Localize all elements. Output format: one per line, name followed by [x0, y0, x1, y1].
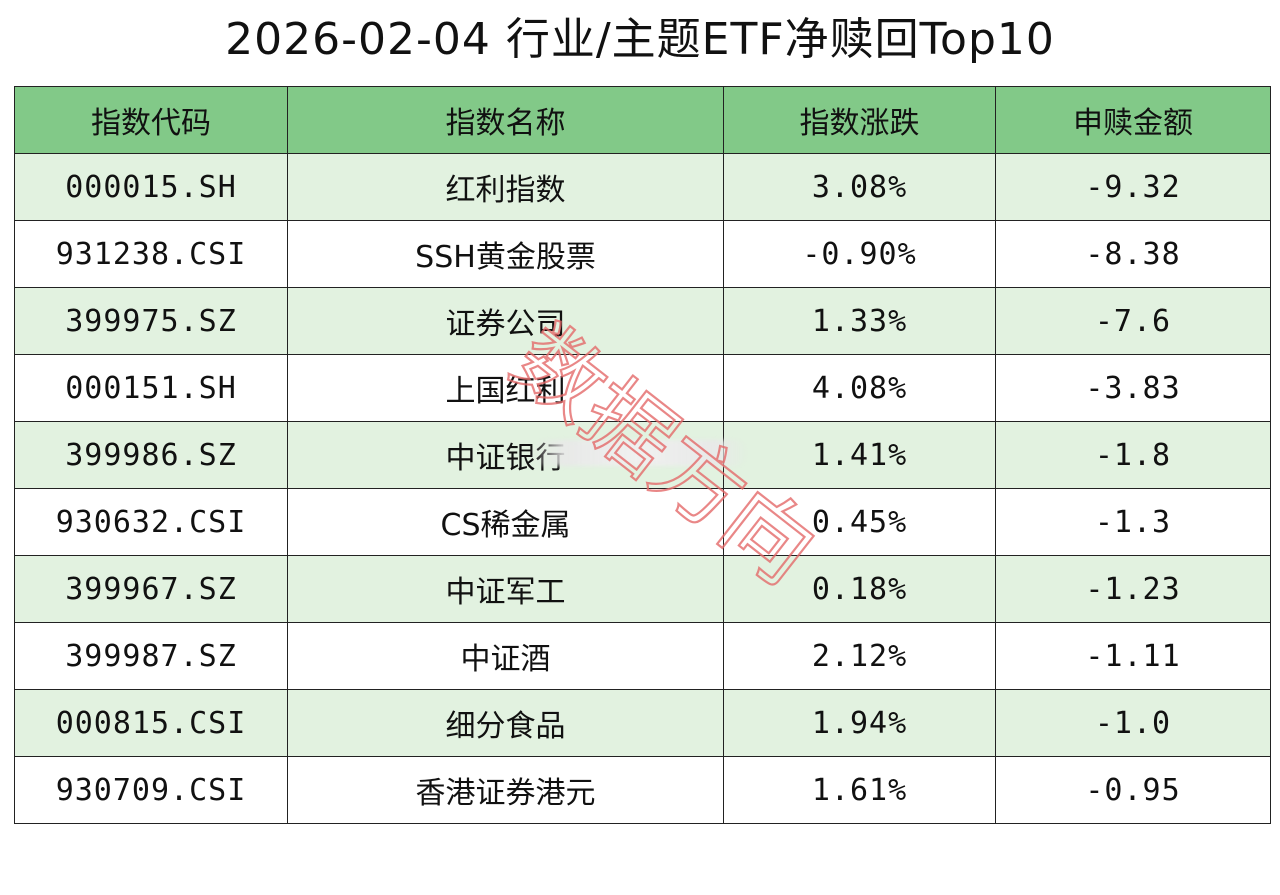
table-row: 000015.SH 红利指数 3.08% -9.32: [14, 153, 1271, 221]
cell-index-name: CS稀金属: [287, 488, 724, 556]
cell-redemption-amount: -7.6: [995, 287, 1271, 355]
cell-redemption-amount: -1.11: [995, 622, 1271, 690]
cell-redemption-amount: -8.38: [995, 220, 1271, 288]
cell-index-change: 0.45%: [723, 488, 996, 556]
chart-title: 2026-02-04 行业/主题ETF净赎回Top10: [225, 14, 1055, 65]
cell-index-code: 399967.SZ: [14, 555, 288, 623]
table-header-row: 指数代码 指数名称 指数涨跌 申赎金额: [14, 86, 1271, 154]
table-row: 931238.CSI SSH黄金股票 -0.90% -8.38: [14, 220, 1271, 288]
cell-index-change: 4.08%: [723, 354, 996, 422]
cell-index-name: 细分食品: [287, 689, 724, 757]
cell-index-name: SSH黄金股票: [287, 220, 724, 288]
table-row: 399987.SZ 中证酒 2.12% -1.11: [14, 622, 1271, 690]
cell-index-change: -0.90%: [723, 220, 996, 288]
cell-index-name: 红利指数: [287, 153, 724, 221]
cell-index-code: 399987.SZ: [14, 622, 288, 690]
cell-index-change: 1.94%: [723, 689, 996, 757]
cell-index-code: 930709.CSI: [14, 756, 288, 824]
column-header-index-name: 指数名称: [287, 86, 724, 154]
cell-index-name: 中证军工: [287, 555, 724, 623]
cell-index-change: 1.33%: [723, 287, 996, 355]
table-row: 399975.SZ 证券公司 1.33% -7.6: [14, 287, 1271, 355]
cell-index-name: 中证银行: [287, 421, 724, 489]
cell-index-change: 3.08%: [723, 153, 996, 221]
table-row: 399967.SZ 中证军工 0.18% -1.23: [14, 555, 1271, 623]
cell-index-code: 000151.SH: [14, 354, 288, 422]
cell-index-name: 香港证券港元: [287, 756, 724, 824]
table-row: 399986.SZ 中证银行 1.41% -1.8: [14, 421, 1271, 489]
cell-index-code: 931238.CSI: [14, 220, 288, 288]
cell-redemption-amount: -1.23: [995, 555, 1271, 623]
cell-index-change: 1.61%: [723, 756, 996, 824]
cell-index-change: 1.41%: [723, 421, 996, 489]
table-row: 930632.CSI CS稀金属 0.45% -1.3: [14, 488, 1271, 556]
cell-redemption-amount: -1.3: [995, 488, 1271, 556]
table-body: 000015.SH 红利指数 3.08% -9.32 931238.CSI SSH黄金股票…: [14, 153, 1271, 824]
cell-index-code: 000015.SH: [14, 153, 288, 221]
column-header-redemption-amount: 申赎金额: [995, 86, 1271, 154]
table-row: 000151.SH 上国红利 4.08% -3.83: [14, 354, 1271, 422]
table-row: 930709.CSI 香港证券港元 1.61% -0.95: [14, 756, 1271, 824]
table-row: 000815.CSI 细分食品 1.94% -1.0: [14, 689, 1271, 757]
cell-redemption-amount: -9.32: [995, 153, 1271, 221]
cell-redemption-amount: -1.0: [995, 689, 1271, 757]
cell-index-change: 0.18%: [723, 555, 996, 623]
cell-redemption-amount: -0.95: [995, 756, 1271, 824]
cell-redemption-amount: -3.83: [995, 354, 1271, 422]
etf-redemption-table: 指数代码 指数名称 指数涨跌 申赎金额 000015.SH 红利指数 3.08% -9…: [14, 86, 1271, 824]
cell-index-code: 399975.SZ: [14, 287, 288, 355]
cell-index-name: 上国红利: [287, 354, 724, 422]
column-header-index-code: 指数代码: [14, 86, 288, 154]
cell-index-name: 中证酒: [287, 622, 724, 690]
cell-index-code: 399986.SZ: [14, 421, 288, 489]
cell-index-name: 证券公司: [287, 287, 724, 355]
cell-redemption-amount: -1.8: [995, 421, 1271, 489]
column-header-index-change: 指数涨跌: [723, 86, 996, 154]
cell-index-code: 930632.CSI: [14, 488, 288, 556]
cell-index-change: 2.12%: [723, 622, 996, 690]
cell-index-code: 000815.CSI: [14, 689, 288, 757]
